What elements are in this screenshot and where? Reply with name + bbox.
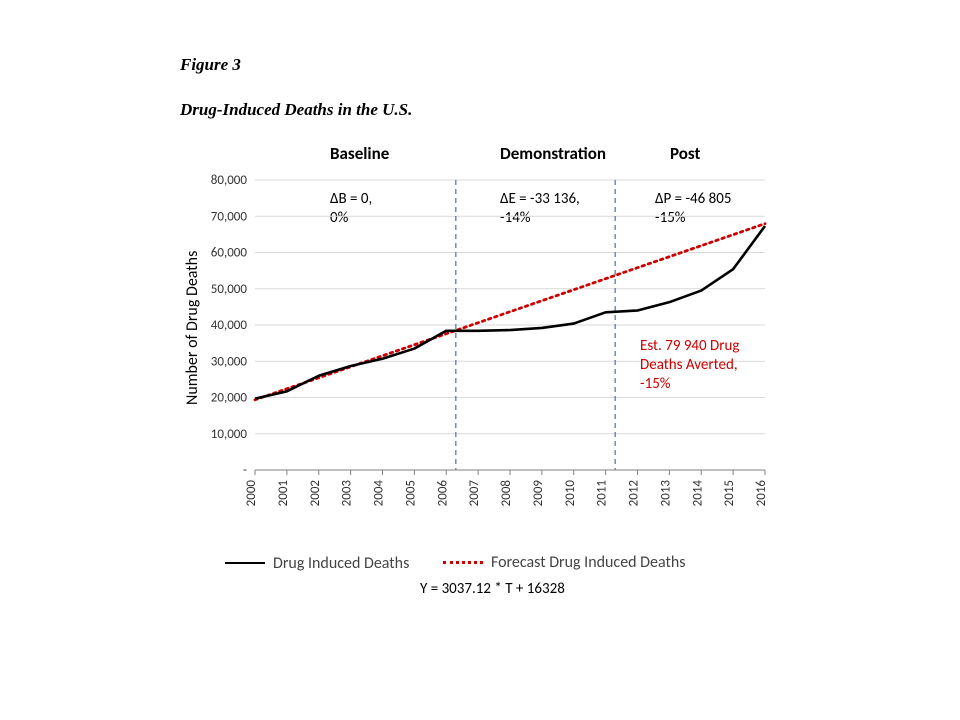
- legend-swatch-actual: [225, 562, 265, 564]
- y-tick-label: 70,000: [211, 209, 248, 224]
- averted-line2: Deaths Averted,: [640, 356, 738, 374]
- x-tick-label: 2000: [244, 480, 259, 507]
- x-tick-label: 2014: [690, 480, 705, 507]
- x-tick-label: 2006: [435, 480, 450, 507]
- x-tick-label: 2012: [627, 480, 642, 507]
- averted-line3: -15%: [640, 375, 671, 393]
- x-tick-label: 2004: [372, 480, 387, 507]
- y-tick-label: 10,000: [211, 427, 248, 442]
- y-tick-label: 60,000: [211, 246, 248, 261]
- x-tick-label: 2016: [754, 480, 769, 507]
- x-tick-label: 2015: [722, 480, 737, 506]
- phase-label-baseline: Baseline: [330, 143, 389, 164]
- annotation-averted: Est. 79 940 Drug Deaths Averted, -15%: [640, 337, 800, 393]
- legend-label-forecast: Forecast Drug Induced Deaths: [491, 553, 686, 572]
- x-tick-label: 2003: [340, 480, 355, 507]
- x-tick-label: 2007: [467, 480, 482, 507]
- averted-line1: Est. 79 940 Drug: [640, 337, 739, 355]
- x-tick-label: 2010: [563, 480, 578, 507]
- legend-item-forecast: Forecast Drug Induced Deaths: [443, 553, 686, 572]
- y-tick-label: 80,000: [211, 173, 248, 188]
- legend-swatch-forecast: [443, 561, 483, 564]
- y-tick-label: 30,000: [211, 354, 248, 369]
- forecast-equation: Y = 3037.12 * T + 16328: [420, 580, 565, 598]
- legend-item-actual: Drug Induced Deaths: [225, 554, 409, 573]
- y-tick-label: 20,000: [211, 391, 248, 406]
- phase-label-post: Post: [670, 143, 700, 164]
- x-tick-label: 2002: [308, 480, 323, 507]
- x-tick-label: 2013: [658, 480, 673, 507]
- page: Figure 3 Drug-Induced Deaths in the U.S.…: [0, 0, 960, 720]
- y-tick-label: 50,000: [211, 282, 248, 297]
- legend-label-actual: Drug Induced Deaths: [273, 554, 409, 573]
- x-tick-label: 2005: [403, 480, 418, 506]
- x-tick-label: 2011: [595, 480, 610, 506]
- x-tick-label: 2001: [276, 480, 291, 506]
- y-tick-label: -: [243, 463, 247, 478]
- x-tick-label: 2009: [531, 480, 546, 507]
- y-tick-label: 40,000: [211, 318, 248, 333]
- x-tick-label: 2008: [499, 480, 514, 507]
- phase-label-demonstration: Demonstration: [500, 143, 606, 164]
- legend: Drug Induced Deaths Forecast Drug Induce…: [225, 550, 765, 573]
- figure-title: Drug-Induced Deaths in the U.S.: [180, 100, 412, 120]
